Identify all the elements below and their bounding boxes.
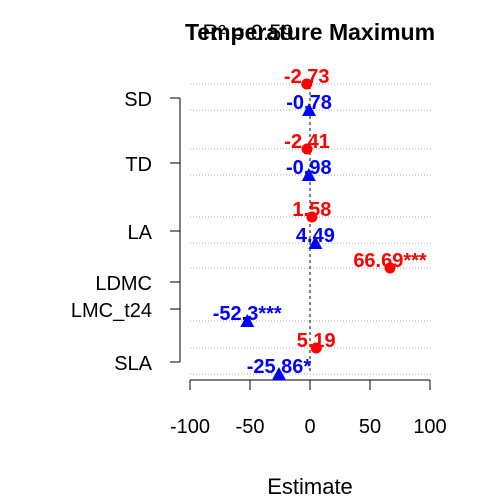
- data-label: -52.3***: [213, 303, 282, 325]
- chart-title: Temperature Maximum: [185, 19, 435, 45]
- data-points: -2.73 -2.41 1.58 66.69*** 5.19 -0.78 -0.98 4.49…: [213, 66, 427, 380]
- y-axis: SD TD LA LDMC LMC_t24 SLA: [71, 89, 181, 375]
- x-axis-label: Estimate: [267, 474, 353, 499]
- data-point-triangle: [308, 236, 323, 249]
- y-tick-label: TD: [125, 154, 152, 176]
- data-point-circle: [384, 262, 396, 274]
- r-squared-annotation: R² = 0.59: [202, 20, 293, 45]
- x-axis: -100 -50 0 50 100: [170, 379, 447, 438]
- data-point-circle: [301, 78, 313, 90]
- y-tick-label: LDMC: [95, 273, 152, 295]
- data-label: -0.78: [286, 92, 332, 114]
- data-point-circle: [310, 342, 322, 354]
- data-label: -0.98: [286, 157, 332, 179]
- data-label: 5.19: [297, 330, 336, 352]
- x-tick-label: 0: [304, 416, 315, 438]
- x-tick-label: 100: [413, 416, 446, 438]
- data-label: -2.41: [284, 131, 330, 153]
- y-tick-label: LMC_t24: [71, 300, 152, 322]
- data-point-triangle: [240, 314, 255, 327]
- x-tick-label: -100: [170, 416, 210, 438]
- data-point-circle: [301, 143, 313, 155]
- y-tick-label: SLA: [114, 353, 152, 375]
- y-tick-label: LA: [128, 222, 153, 244]
- data-label: -25.86*: [247, 356, 312, 378]
- data-label: -2.73: [284, 66, 330, 88]
- data-point-triangle: [301, 168, 316, 181]
- data-point-triangle: [302, 103, 317, 116]
- data-label: 1.58: [292, 199, 331, 221]
- data-point-circle: [306, 211, 318, 223]
- data-label: 4.49: [296, 225, 335, 247]
- x-tick-label: -50: [236, 416, 265, 438]
- x-tick-label: 50: [359, 416, 381, 438]
- data-label: 66.69***: [353, 250, 427, 272]
- data-point-triangle: [271, 367, 286, 380]
- y-tick-label: SD: [124, 89, 152, 111]
